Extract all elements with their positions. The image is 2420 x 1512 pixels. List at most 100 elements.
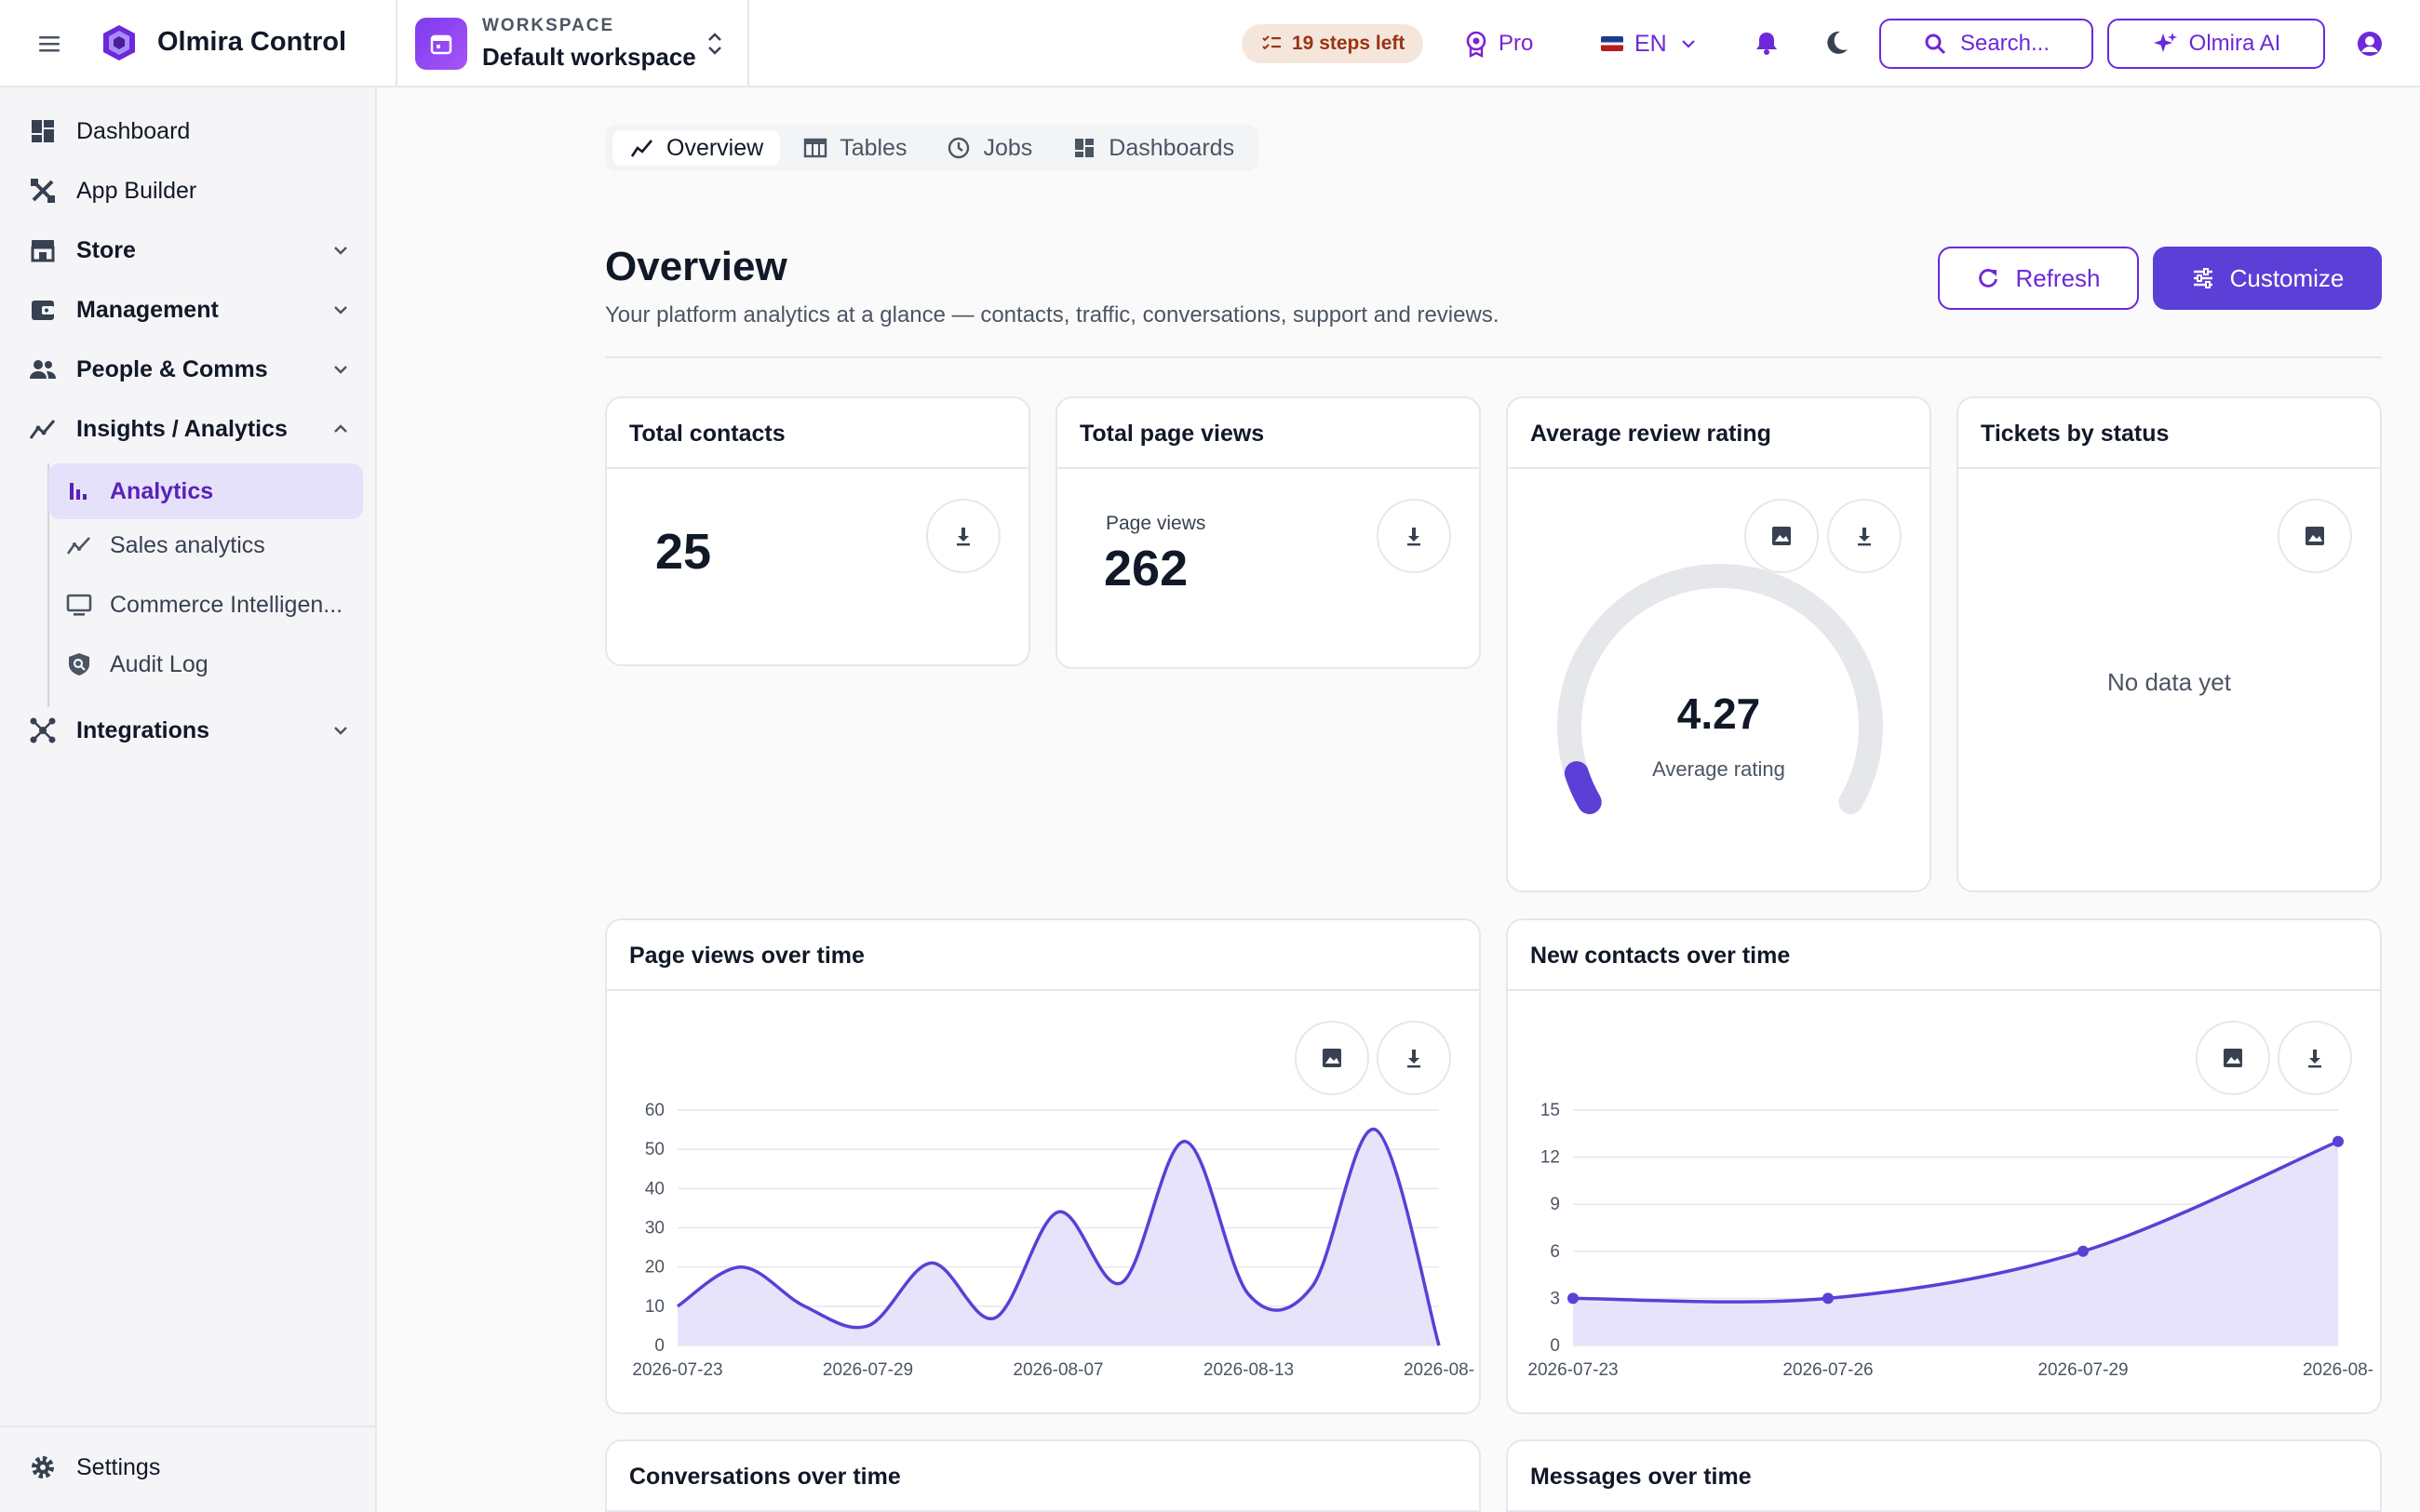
shield-icon xyxy=(69,653,89,676)
sidebar-subitem-analytics[interactable]: Analytics xyxy=(65,466,213,516)
sidebar-item-label: App Builder xyxy=(76,177,197,204)
dark-mode-moon-icon[interactable] xyxy=(1822,28,1851,58)
card-title: Conversations over time xyxy=(629,1464,901,1490)
gauge-fill xyxy=(1564,761,1602,814)
sidebar-item-insights-analytics[interactable]: Insights / Analytics xyxy=(28,405,288,453)
card-header: Total contacts xyxy=(607,398,1028,469)
download-button[interactable] xyxy=(1827,499,1902,573)
tab-jobs[interactable]: Jobs xyxy=(929,130,1049,166)
download-button[interactable] xyxy=(2278,1021,2352,1095)
sidebar-item-app-builder[interactable]: App Builder xyxy=(28,167,196,215)
sidebar-item-label: Insights / Analytics xyxy=(76,415,288,442)
award-icon xyxy=(1466,31,1486,58)
sidebar-item-label: People & Comms xyxy=(76,355,268,382)
sidebar-item-dashboard[interactable]: Dashboard xyxy=(28,107,190,155)
trend-icon xyxy=(66,537,90,555)
download-button[interactable] xyxy=(926,499,1001,573)
download-button[interactable] xyxy=(1377,1021,1451,1095)
search-label: Search... xyxy=(1959,31,2050,56)
image-icon xyxy=(1772,527,1791,545)
sidebar-subitem-label: Sales analytics xyxy=(110,531,265,558)
card-messages-chart: Messages over time xyxy=(1506,1439,2382,1512)
menu-icon[interactable] xyxy=(35,30,63,58)
data-point xyxy=(1822,1292,1834,1305)
card-header: New contacts over time xyxy=(1508,920,2380,991)
pro-plan-badge[interactable]: Pro xyxy=(1463,26,1533,61)
divider xyxy=(396,0,397,87)
sidebar-subitem-label: Commerce Intelligen... xyxy=(110,591,343,618)
y-tick-label: 40 xyxy=(645,1179,665,1198)
user-avatar-icon[interactable] xyxy=(2355,29,2385,59)
tab-overview[interactable]: Overview xyxy=(612,130,781,166)
page-views-label: Page views xyxy=(1106,513,1206,534)
chevron-up-icon[interactable] xyxy=(328,416,354,442)
olmira-ai-button[interactable]: Olmira AI xyxy=(2107,19,2325,69)
notifications-bell-icon[interactable] xyxy=(1752,28,1781,58)
export-image-button[interactable] xyxy=(1295,1021,1369,1095)
x-tick-label: 2026-07-23 xyxy=(1527,1360,1618,1380)
bar-chart-icon xyxy=(70,483,87,500)
chevron-down-icon[interactable] xyxy=(328,356,354,382)
card-header: Tickets by status xyxy=(1958,398,2380,469)
workspace-name[interactable]: Default workspace xyxy=(482,43,696,71)
sidebar-item-integrations[interactable]: Integrations xyxy=(28,706,209,755)
sidebar-item-store[interactable]: Store xyxy=(28,226,136,274)
workspace-switch-icon[interactable] xyxy=(704,28,726,60)
customize-label: Customize xyxy=(2229,263,2345,292)
search-button[interactable]: Search... xyxy=(1879,19,2093,69)
card-header: Average review rating xyxy=(1508,398,1929,469)
divider xyxy=(747,0,749,87)
table-icon xyxy=(803,138,827,158)
y-tick-label: 0 xyxy=(1550,1336,1560,1356)
y-tick-label: 60 xyxy=(645,1101,665,1120)
page-title: Overview xyxy=(605,244,787,289)
workspace-icon[interactable] xyxy=(415,18,467,70)
view-tabs: Overview Tables Jobs Dashboards xyxy=(605,125,1259,171)
refresh-label: Refresh xyxy=(2015,263,2101,292)
y-tick-label: 10 xyxy=(645,1297,665,1317)
ai-label: Olmira AI xyxy=(2188,31,2281,56)
sidebar-item-management[interactable]: Management xyxy=(28,286,219,334)
sidebar-subitem-sales-analytics[interactable]: Sales analytics xyxy=(65,520,265,570)
sidebar-item-settings[interactable]: Settings xyxy=(28,1443,160,1492)
sidebar-item-label: Settings xyxy=(76,1453,161,1480)
y-tick-label: 6 xyxy=(1550,1242,1560,1262)
y-tick-label: 9 xyxy=(1550,1195,1560,1214)
y-tick-label: 30 xyxy=(645,1219,665,1238)
download-button[interactable] xyxy=(1377,499,1451,573)
language-label: EN xyxy=(1634,30,1667,57)
steps-left-badge[interactable]: 19 steps left xyxy=(1242,24,1424,63)
sidebar-item-people-comms[interactable]: People & Comms xyxy=(28,345,268,394)
tab-label: Tables xyxy=(840,134,908,161)
clock-icon xyxy=(948,137,970,159)
tab-tables[interactable]: Tables xyxy=(786,130,923,166)
chevron-down-icon[interactable] xyxy=(328,237,354,263)
dashboard-icon xyxy=(32,120,54,142)
sidebar-subitem-commerce-intelligence[interactable]: Commerce Intelligen... xyxy=(65,580,343,630)
export-image-button[interactable] xyxy=(1744,499,1819,573)
tune-icon xyxy=(2193,268,2212,288)
card-header: Conversations over time xyxy=(607,1441,1479,1512)
export-image-button[interactable] xyxy=(2278,499,2352,573)
customize-button[interactable]: Customize xyxy=(2153,247,2382,310)
download-icon xyxy=(2308,1050,2321,1068)
x-tick-label: 2026-08-13 xyxy=(1203,1360,1294,1380)
chevron-down-icon[interactable] xyxy=(328,717,354,743)
chevron-down-icon xyxy=(1681,40,1695,48)
sidebar-subitem-label: Analytics xyxy=(110,477,214,504)
series-line xyxy=(1572,1140,2339,1304)
card-average-review-rating: Average review rating 4.27 Average ratin… xyxy=(1506,396,1931,892)
language-selector[interactable]: EN xyxy=(1601,26,1699,61)
series-area xyxy=(1573,1141,2338,1345)
sidebar-subitem-audit-log[interactable]: Audit Log xyxy=(65,639,208,689)
refresh-button[interactable]: Refresh xyxy=(1938,247,2139,310)
chevron-down-icon[interactable] xyxy=(328,297,354,323)
card-total-contacts: Total contacts 25 xyxy=(605,396,1030,666)
sidebar-item-label: Management xyxy=(76,296,219,323)
image-icon xyxy=(1323,1049,1341,1067)
tab-dashboards[interactable]: Dashboards xyxy=(1055,130,1251,166)
card-total-page-views: Total page views Page views 262 xyxy=(1055,396,1481,669)
export-image-button[interactable] xyxy=(2196,1021,2270,1095)
checklist-icon xyxy=(1262,35,1281,50)
data-point xyxy=(2077,1245,2089,1257)
